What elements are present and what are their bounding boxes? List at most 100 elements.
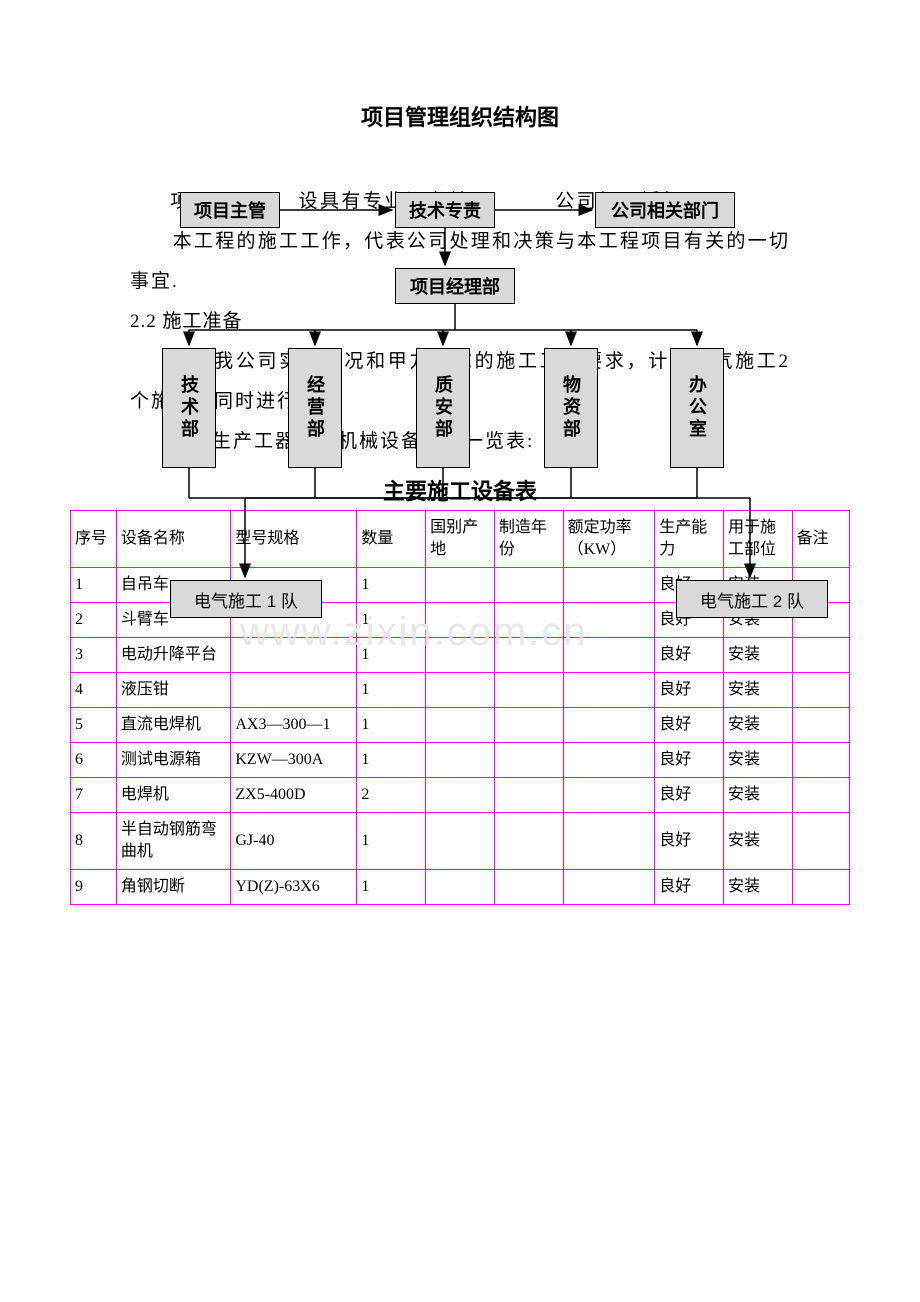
cell-power <box>563 603 655 638</box>
cell-year <box>494 813 563 870</box>
cell-cap: 良好 <box>655 870 724 905</box>
th-cap: 生产能力 <box>655 511 724 568</box>
th-origin: 国别产地 <box>426 511 495 568</box>
org-box-dept-0: 技术部 <box>162 348 216 468</box>
cell-note <box>792 778 849 813</box>
cell-name: 直流电焊机 <box>116 708 231 743</box>
org-box-dept-1: 经营部 <box>288 348 342 468</box>
cell-power <box>563 673 655 708</box>
th-year: 制造年份 <box>494 511 563 568</box>
equipment-table: 序号 设备名称 型号规格 数量 国别产地 制造年份 额定功率（KW） 生产能力 … <box>70 510 850 905</box>
cell-power <box>563 638 655 673</box>
cell-name: 电动升降平台 <box>116 638 231 673</box>
th-seq: 序号 <box>71 511 117 568</box>
cell-use: 安装 <box>723 673 792 708</box>
cell-qty: 1 <box>357 673 426 708</box>
cell-name: 半自动钢筋弯曲机 <box>116 813 231 870</box>
cell-qty: 1 <box>357 743 426 778</box>
cell-note <box>792 870 849 905</box>
org-box-dept-4: 办公室 <box>670 348 724 468</box>
cell-qty: 1 <box>357 708 426 743</box>
cell-seq: 5 <box>71 708 117 743</box>
cell-note <box>792 708 849 743</box>
th-qty: 数量 <box>357 511 426 568</box>
cell-power <box>563 778 655 813</box>
cell-year <box>494 603 563 638</box>
cell-power <box>563 870 655 905</box>
cell-year <box>494 778 563 813</box>
cell-qty: 1 <box>357 568 426 603</box>
table-header-row: 序号 设备名称 型号规格 数量 国别产地 制造年份 额定功率（KW） 生产能力 … <box>71 511 850 568</box>
cell-spec: KZW—300A <box>231 743 357 778</box>
cell-power <box>563 708 655 743</box>
cell-seq: 2 <box>71 603 117 638</box>
th-name: 设备名称 <box>116 511 231 568</box>
cell-origin <box>426 708 495 743</box>
th-note: 备注 <box>792 511 849 568</box>
table-row: 4液压钳1良好安装 <box>71 673 850 708</box>
cell-use: 安装 <box>723 778 792 813</box>
table-row: 6测试电源箱KZW—300A1良好安装 <box>71 743 850 778</box>
table-row: 9角钢切断YD(Z)-63X61良好安装 <box>71 870 850 905</box>
cell-spec: ZX5-400D <box>231 778 357 813</box>
cell-power <box>563 743 655 778</box>
cell-power <box>563 813 655 870</box>
cell-year <box>494 870 563 905</box>
cell-qty: 1 <box>357 813 426 870</box>
cell-name: 测试电源箱 <box>116 743 231 778</box>
org-box-dept-3: 物资部 <box>544 348 598 468</box>
cell-seq: 9 <box>71 870 117 905</box>
cell-year <box>494 708 563 743</box>
org-box-team-0: 电气施工 1 队 <box>170 580 322 618</box>
cell-year <box>494 568 563 603</box>
cell-qty: 1 <box>357 870 426 905</box>
cell-cap: 良好 <box>655 743 724 778</box>
page: 项目管理组织结构图 项目项目主管设具有专业证书并技术专责公司经理授权，公司相关部… <box>0 0 920 1302</box>
cell-use: 安装 <box>723 638 792 673</box>
cell-qty: 1 <box>357 603 426 638</box>
th-use: 用于施工部位 <box>723 511 792 568</box>
cell-qty: 2 <box>357 778 426 813</box>
cell-origin <box>426 568 495 603</box>
cell-cap: 良好 <box>655 813 724 870</box>
cell-seq: 7 <box>71 778 117 813</box>
table-row: 7电焊机ZX5-400D2 良好安装 <box>71 778 850 813</box>
cell-note <box>792 743 849 778</box>
cell-use: 安装 <box>723 813 792 870</box>
cell-seq: 3 <box>71 638 117 673</box>
cell-power <box>563 568 655 603</box>
cell-origin <box>426 638 495 673</box>
cell-name: 电焊机 <box>116 778 231 813</box>
page-title: 项目管理组织结构图 <box>0 100 920 132</box>
cell-year <box>494 673 563 708</box>
org-box-top-0: 项目主管 <box>180 192 280 228</box>
cell-name: 角钢切断 <box>116 870 231 905</box>
cell-seq: 8 <box>71 813 117 870</box>
cell-note <box>792 638 849 673</box>
cell-note <box>792 673 849 708</box>
cell-use: 安装 <box>723 708 792 743</box>
cell-cap: 良好 <box>655 778 724 813</box>
cell-cap: 良好 <box>655 638 724 673</box>
cell-origin <box>426 813 495 870</box>
cell-spec <box>231 638 357 673</box>
cell-origin <box>426 673 495 708</box>
table-row: 8半自动钢筋弯曲机GJ-401 良好安装 <box>71 813 850 870</box>
cell-spec <box>231 673 357 708</box>
th-spec: 型号规格 <box>231 511 357 568</box>
cell-use: 安装 <box>723 743 792 778</box>
cell-use: 安装 <box>723 870 792 905</box>
cell-spec: AX3—300—1 <box>231 708 357 743</box>
cell-seq: 4 <box>71 673 117 708</box>
table-row: 5直流电焊机AX3—300—11 良好安装 <box>71 708 850 743</box>
org-box-project-dept: 项目经理部 <box>395 268 515 304</box>
org-box-top-2: 公司相关部门 <box>595 192 735 228</box>
cell-origin <box>426 870 495 905</box>
cell-spec: GJ-40 <box>231 813 357 870</box>
org-box-top-1: 技术专责 <box>395 192 495 228</box>
cell-origin <box>426 603 495 638</box>
cell-cap: 良好 <box>655 708 724 743</box>
cell-note <box>792 813 849 870</box>
cell-origin <box>426 778 495 813</box>
table-row: 3电动升降平台1良好安装 <box>71 638 850 673</box>
